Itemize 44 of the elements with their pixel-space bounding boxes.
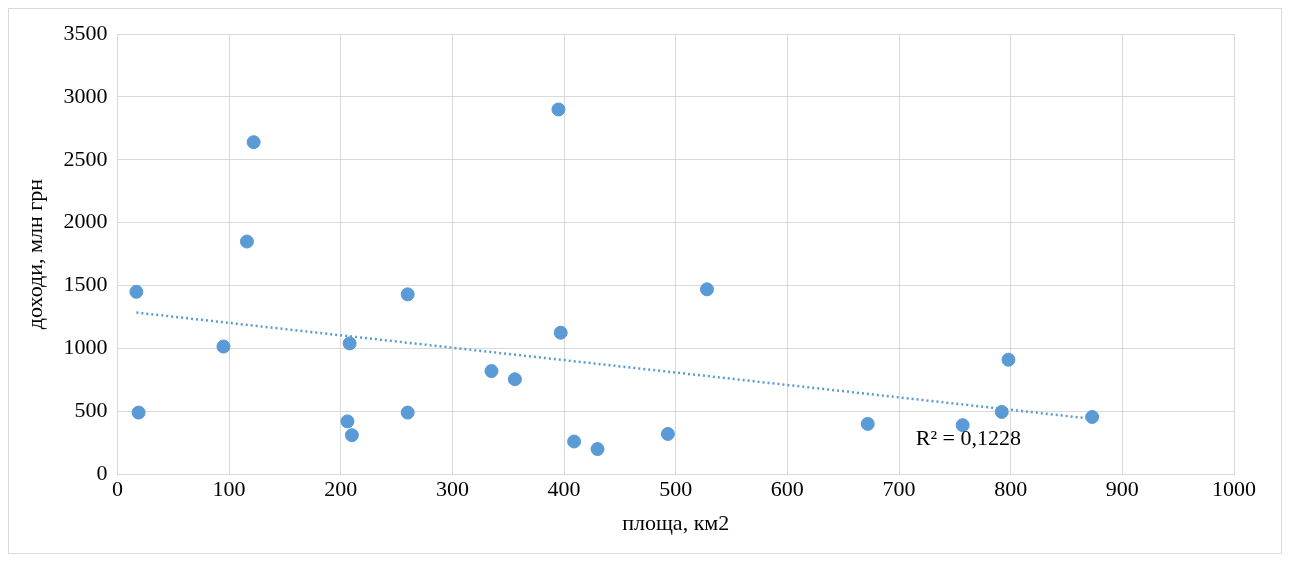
point bbox=[955, 418, 970, 433]
x-axis-title: площа, км2 bbox=[622, 509, 730, 535]
y-tick-label: 1000 bbox=[63, 334, 108, 360]
x-tick-label: 800 bbox=[994, 476, 1028, 502]
x-tick-label: 600 bbox=[770, 476, 804, 502]
point bbox=[507, 372, 522, 387]
point bbox=[553, 325, 568, 340]
point bbox=[400, 287, 415, 302]
y-tick-label: 1500 bbox=[63, 271, 108, 297]
y-tick-label: 0 bbox=[96, 459, 108, 485]
x-tick-label: 400 bbox=[547, 476, 581, 502]
point bbox=[1001, 352, 1016, 367]
point bbox=[129, 284, 144, 299]
y-axis-title: доходи, млн грн bbox=[21, 178, 47, 330]
x-tick-label: 900 bbox=[1105, 476, 1139, 502]
point bbox=[246, 135, 261, 150]
annotation: R² = 0,1228 bbox=[915, 424, 1021, 450]
x-tick-label: 300 bbox=[435, 476, 469, 502]
point bbox=[400, 405, 415, 420]
point bbox=[551, 102, 566, 117]
point bbox=[344, 428, 359, 443]
point bbox=[860, 416, 875, 431]
y-tick-label: 2000 bbox=[63, 208, 108, 234]
x-tick-label: 100 bbox=[212, 476, 246, 502]
point bbox=[660, 426, 675, 441]
point bbox=[699, 282, 714, 297]
point bbox=[484, 364, 499, 379]
point bbox=[994, 404, 1009, 419]
point bbox=[342, 336, 357, 351]
point bbox=[1085, 409, 1100, 424]
y-tick-label: 500 bbox=[74, 397, 108, 423]
x-tick-label: 200 bbox=[324, 476, 358, 502]
point bbox=[567, 434, 582, 449]
x-tick-label: 500 bbox=[659, 476, 693, 502]
x-tick-label: 1000 bbox=[1212, 476, 1256, 502]
y-tick-label: 3000 bbox=[63, 82, 108, 108]
point bbox=[131, 405, 146, 420]
x-tick-label: 700 bbox=[882, 476, 916, 502]
point bbox=[239, 234, 254, 249]
point bbox=[216, 339, 231, 354]
y-tick-label: 2500 bbox=[63, 145, 108, 171]
point bbox=[340, 414, 355, 429]
y-tick-label: 3500 bbox=[63, 19, 108, 45]
point bbox=[590, 442, 605, 457]
